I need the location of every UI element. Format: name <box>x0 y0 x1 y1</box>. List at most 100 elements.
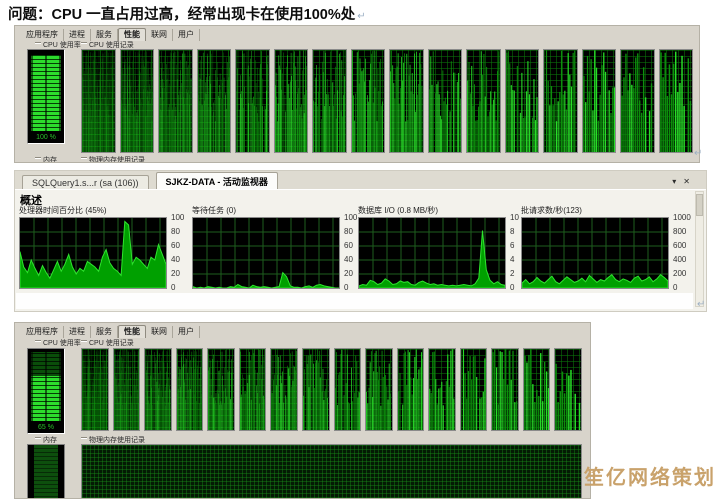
taskmgr-tab-users[interactable]: 用户 <box>173 29 200 41</box>
cpu-core-history-panel <box>119 49 154 153</box>
taskmgr-tab-performance[interactable]: 性能 <box>118 28 146 41</box>
am-chart-ytick: 100 <box>171 213 185 222</box>
cpu-core-history-panel <box>207 348 235 431</box>
am-chart-ytick: 8 <box>510 227 515 236</box>
am-chart-ytick: 10 <box>510 213 519 222</box>
am-chart-series <box>193 271 339 288</box>
am-chart-title: 批请求数/秒(123) <box>521 206 582 215</box>
taskmgr-tab-networking[interactable]: 联网 <box>146 29 173 41</box>
am-chart-ytick: 200 <box>673 269 687 278</box>
watermark: 笙亿网络策划 <box>584 467 715 489</box>
am-chart-waiting-tasks: 等待任务 (0) 100 80 60 40 20 0 <box>192 205 368 305</box>
cpu-history-strip <box>81 348 582 431</box>
overview-empty-area <box>16 293 693 309</box>
am-chart-series <box>522 274 668 288</box>
cpu-core-history-panel <box>301 348 330 431</box>
cpu-usage-meter-value: 65 % <box>38 424 54 431</box>
cpu-core-history-panel <box>312 49 347 153</box>
am-chart-ytick: 0 <box>673 283 678 292</box>
cpu-core-history-panel <box>396 348 425 431</box>
taskmgr-tab-processes[interactable]: 进程 <box>64 326 91 338</box>
cpu-history-group-label: CPU 使用记录 <box>81 40 134 50</box>
cpu-core-history-panel <box>428 348 456 431</box>
cpu-core-history-panel <box>581 49 616 153</box>
tab-bar-controls: ▾ ✕ <box>672 177 706 189</box>
cpu-core-history-panel <box>81 49 116 153</box>
cpu-core-history-panel <box>365 348 393 431</box>
cpu-core-history-panel <box>504 49 539 153</box>
am-chart-processor-time: 处理器时间百分比 (45%) 100 80 60 40 20 0 <box>19 205 195 305</box>
cpu-core-history-panel <box>333 348 362 431</box>
taskmgr-tab-users[interactable]: 用户 <box>173 326 200 338</box>
am-chart-ytick: 600 <box>673 241 687 250</box>
cpu-usage-meter-value: 100 % <box>36 134 56 141</box>
tab-list-dropdown-icon[interactable]: ▾ <box>672 177 677 186</box>
cpu-core-history-panel <box>389 49 424 153</box>
memory-history-panel <box>81 444 582 498</box>
cpu-core-history-panel <box>491 348 519 431</box>
am-chart-batch-requests: 批请求数/秒(123) 1000 800 600 400 200 0 <box>521 205 697 305</box>
cpu-core-history-panel <box>658 49 693 153</box>
cpu-core-history-panel <box>427 49 462 153</box>
taskmgr-window-bottom: 应用程序 进程 服务 性能 联网 用户 CPU 使用率 CPU 使用记录 65 % 内存 … <box>14 322 591 499</box>
am-chart-ytick: 0 <box>344 283 349 292</box>
cpu-core-history-panel <box>459 348 488 431</box>
am-chart-ytick: 0 <box>510 283 515 292</box>
am-chart-ytick: 4 <box>510 255 515 264</box>
taskmgr-tab-applications[interactable]: 应用程序 <box>21 326 64 338</box>
cpu-core-history-panel <box>273 49 308 153</box>
am-chart-title: 数据库 I/O (0.8 MB/秒) <box>358 206 439 215</box>
return-mark: ↵ <box>694 148 703 159</box>
am-chart-ytick: 100 <box>344 213 358 222</box>
am-chart-plot <box>521 217 669 289</box>
return-mark: ↵ <box>697 299 706 310</box>
cpu-history-strip <box>81 49 693 153</box>
cpu-core-history-panel <box>175 348 204 431</box>
cpu-usage-meter: 100 % <box>27 49 65 144</box>
am-chart-series <box>20 220 166 288</box>
cpu-core-history-panel <box>144 348 172 431</box>
cpu-core-history-panel <box>235 49 270 153</box>
close-icon[interactable]: ✕ <box>683 177 690 186</box>
am-chart-ytick: 60 <box>171 241 180 250</box>
taskmgr-tab-applications[interactable]: 应用程序 <box>21 29 64 41</box>
am-chart-ytick: 80 <box>171 227 180 236</box>
am-chart-series <box>359 230 505 288</box>
cpu-core-history-panel <box>554 348 582 431</box>
am-chart-ytick: 40 <box>344 255 353 264</box>
scrollbar-thumb[interactable] <box>696 194 703 216</box>
cpu-usage-group-label: CPU 使用率 <box>35 338 81 348</box>
cpu-core-history-panel <box>238 348 267 431</box>
cpu-usage-meter-bar <box>31 55 61 131</box>
cpu-core-history-panel <box>350 49 385 153</box>
am-chart-ytick: 2 <box>510 269 515 278</box>
cpu-core-history-panel <box>196 49 231 153</box>
am-chart-ytick: 0 <box>171 283 176 292</box>
taskmgr-tab-services[interactable]: 服务 <box>91 29 118 41</box>
memory-group-label-clipped: 内存 <box>35 155 57 162</box>
memory-group-label: 内存 <box>35 435 57 445</box>
vertical-scrollbar[interactable] <box>695 191 704 307</box>
taskmgr-tab-performance[interactable]: 性能 <box>118 325 146 338</box>
cpu-usage-meter-bar <box>31 376 61 421</box>
taskmgr-tab-networking[interactable]: 联网 <box>146 326 173 338</box>
am-chart-title: 等待任务 (0) <box>192 206 236 215</box>
am-chart-plot <box>358 217 506 289</box>
taskmgr-tab-bar: 应用程序 进程 服务 性能 联网 用户 <box>15 26 699 41</box>
taskmgr-tab-processes[interactable]: 进程 <box>64 29 91 41</box>
am-chart-database-io: 数据库 I/O (0.8 MB/秒) 10 8 6 4 2 0 <box>358 205 534 305</box>
am-chart-plot <box>19 217 167 289</box>
taskmgr-tab-services[interactable]: 服务 <box>91 326 118 338</box>
document-tab-bar: SQLQuery1.s...r (sa (106)) SJKZ-DATA - 活… <box>15 171 706 190</box>
cpu-core-history-panel <box>522 348 551 431</box>
memory-history-group-label: 物理内存使用记录 <box>81 435 145 445</box>
tab-activity-monitor[interactable]: SJKZ-DATA - 活动监视器 <box>155 172 278 189</box>
am-chart-title: 处理器时间百分比 (45%) <box>19 206 107 215</box>
cpu-core-history-panel <box>620 49 655 153</box>
cpu-history-group-label: CPU 使用记录 <box>81 338 134 348</box>
am-chart-ytick: 20 <box>344 269 353 278</box>
cpu-core-history-panel <box>81 348 109 431</box>
tab-sqlquery[interactable]: SQLQuery1.s...r (sa (106)) <box>22 175 149 189</box>
cpu-core-history-panel <box>543 49 578 153</box>
cpu-core-history-panel <box>112 348 141 431</box>
